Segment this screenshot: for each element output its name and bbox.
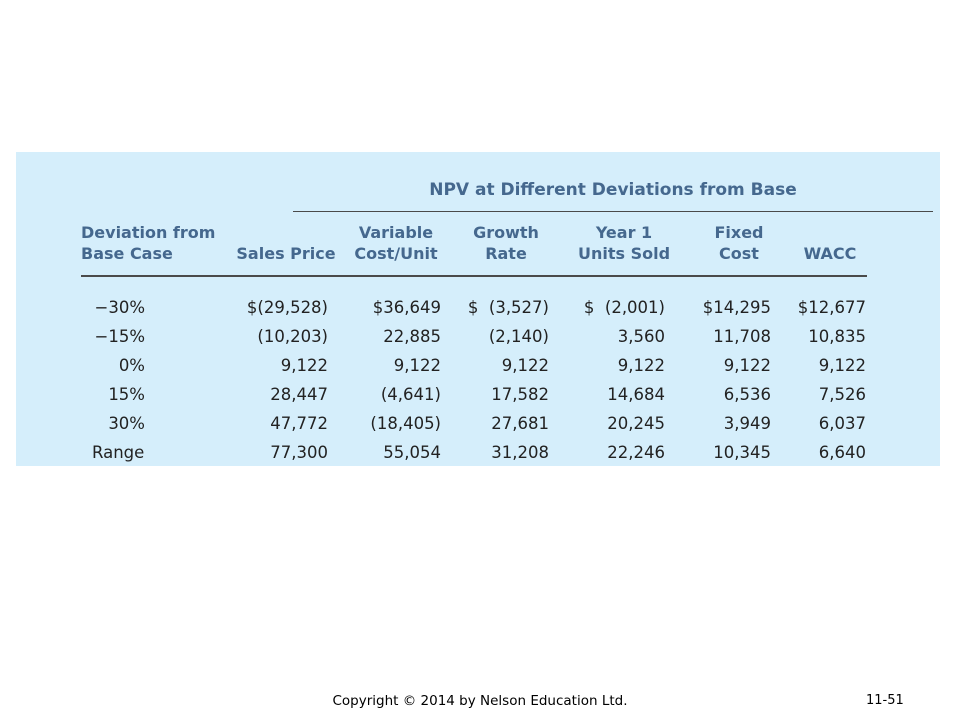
header-rule [81, 275, 867, 277]
header-deviation: Deviation from Base Case [81, 223, 216, 263]
table-cell: 55,054 [383, 443, 441, 462]
table-cell: 3,560 [617, 327, 665, 346]
row-label: Range [92, 443, 145, 462]
table-cell: 9,122 [818, 356, 866, 375]
row-label: −30% [94, 298, 146, 317]
sensitivity-table-panel: NPV at Different Deviations from Base De… [16, 152, 940, 466]
table-cell: 10,835 [808, 327, 866, 346]
table-cell: 6,640 [818, 443, 866, 462]
header-units-sold: Year 1 Units Sold [577, 223, 671, 263]
table-cell: 77,300 [270, 443, 328, 462]
header-fixed-cost: Fixed Cost [714, 223, 764, 263]
table-cell: (4,641) [380, 385, 441, 404]
table-cell: 9,122 [280, 356, 328, 375]
table-cell: 9,122 [501, 356, 549, 375]
row-label: −15% [94, 327, 146, 346]
table-cell: 27,681 [491, 414, 549, 433]
table-cell: $(29,528) [246, 298, 328, 317]
table-cell: $ (2,001) [583, 298, 665, 317]
table-cell: 47,772 [270, 414, 328, 433]
table-cell: 22,246 [607, 443, 665, 462]
header-wacc: WACC [803, 244, 857, 263]
table-cell: 17,582 [491, 385, 549, 404]
table-cell: $14,295 [702, 298, 771, 317]
copyright-text: Copyright © 2014 by Nelson Education Ltd… [332, 693, 628, 709]
header-sales-price: Sales Price [236, 244, 336, 263]
table-cell: 9,122 [723, 356, 771, 375]
table-cell: $36,649 [372, 298, 441, 317]
table-cell: 10,345 [713, 443, 771, 462]
table-cell: 28,447 [270, 385, 328, 404]
table-cell: 31,208 [491, 443, 549, 462]
table-cell: 11,708 [713, 327, 771, 346]
header-growth-rate: Growth Rate [473, 223, 539, 263]
table-cell: 6,536 [723, 385, 771, 404]
row-label: 15% [108, 385, 145, 404]
table-cell: (10,203) [257, 327, 328, 346]
group-title-rule [293, 211, 933, 212]
table-cell: $12,677 [797, 298, 866, 317]
table-cell: 6,037 [818, 414, 866, 433]
row-label: 30% [108, 414, 145, 433]
table-cell: 9,122 [617, 356, 665, 375]
table-cell: (2,140) [488, 327, 549, 346]
table-cell: 9,122 [393, 356, 441, 375]
table-cell: $ (3,527) [467, 298, 549, 317]
table-cell: 14,684 [607, 385, 665, 404]
table-cell: 22,885 [383, 327, 441, 346]
row-label: 0% [118, 356, 145, 375]
table-cell: (18,405) [370, 414, 441, 433]
table-cell: 20,245 [607, 414, 665, 433]
header-variable-cost: Variable Cost/Unit [354, 223, 438, 263]
group-title: NPV at Different Deviations from Base [429, 180, 797, 200]
table-cell: 7,526 [818, 385, 866, 404]
table-cell: 3,949 [723, 414, 771, 433]
page-number: 11-51 [866, 693, 904, 708]
sensitivity-table: NPV at Different Deviations from Base De… [81, 167, 933, 462]
